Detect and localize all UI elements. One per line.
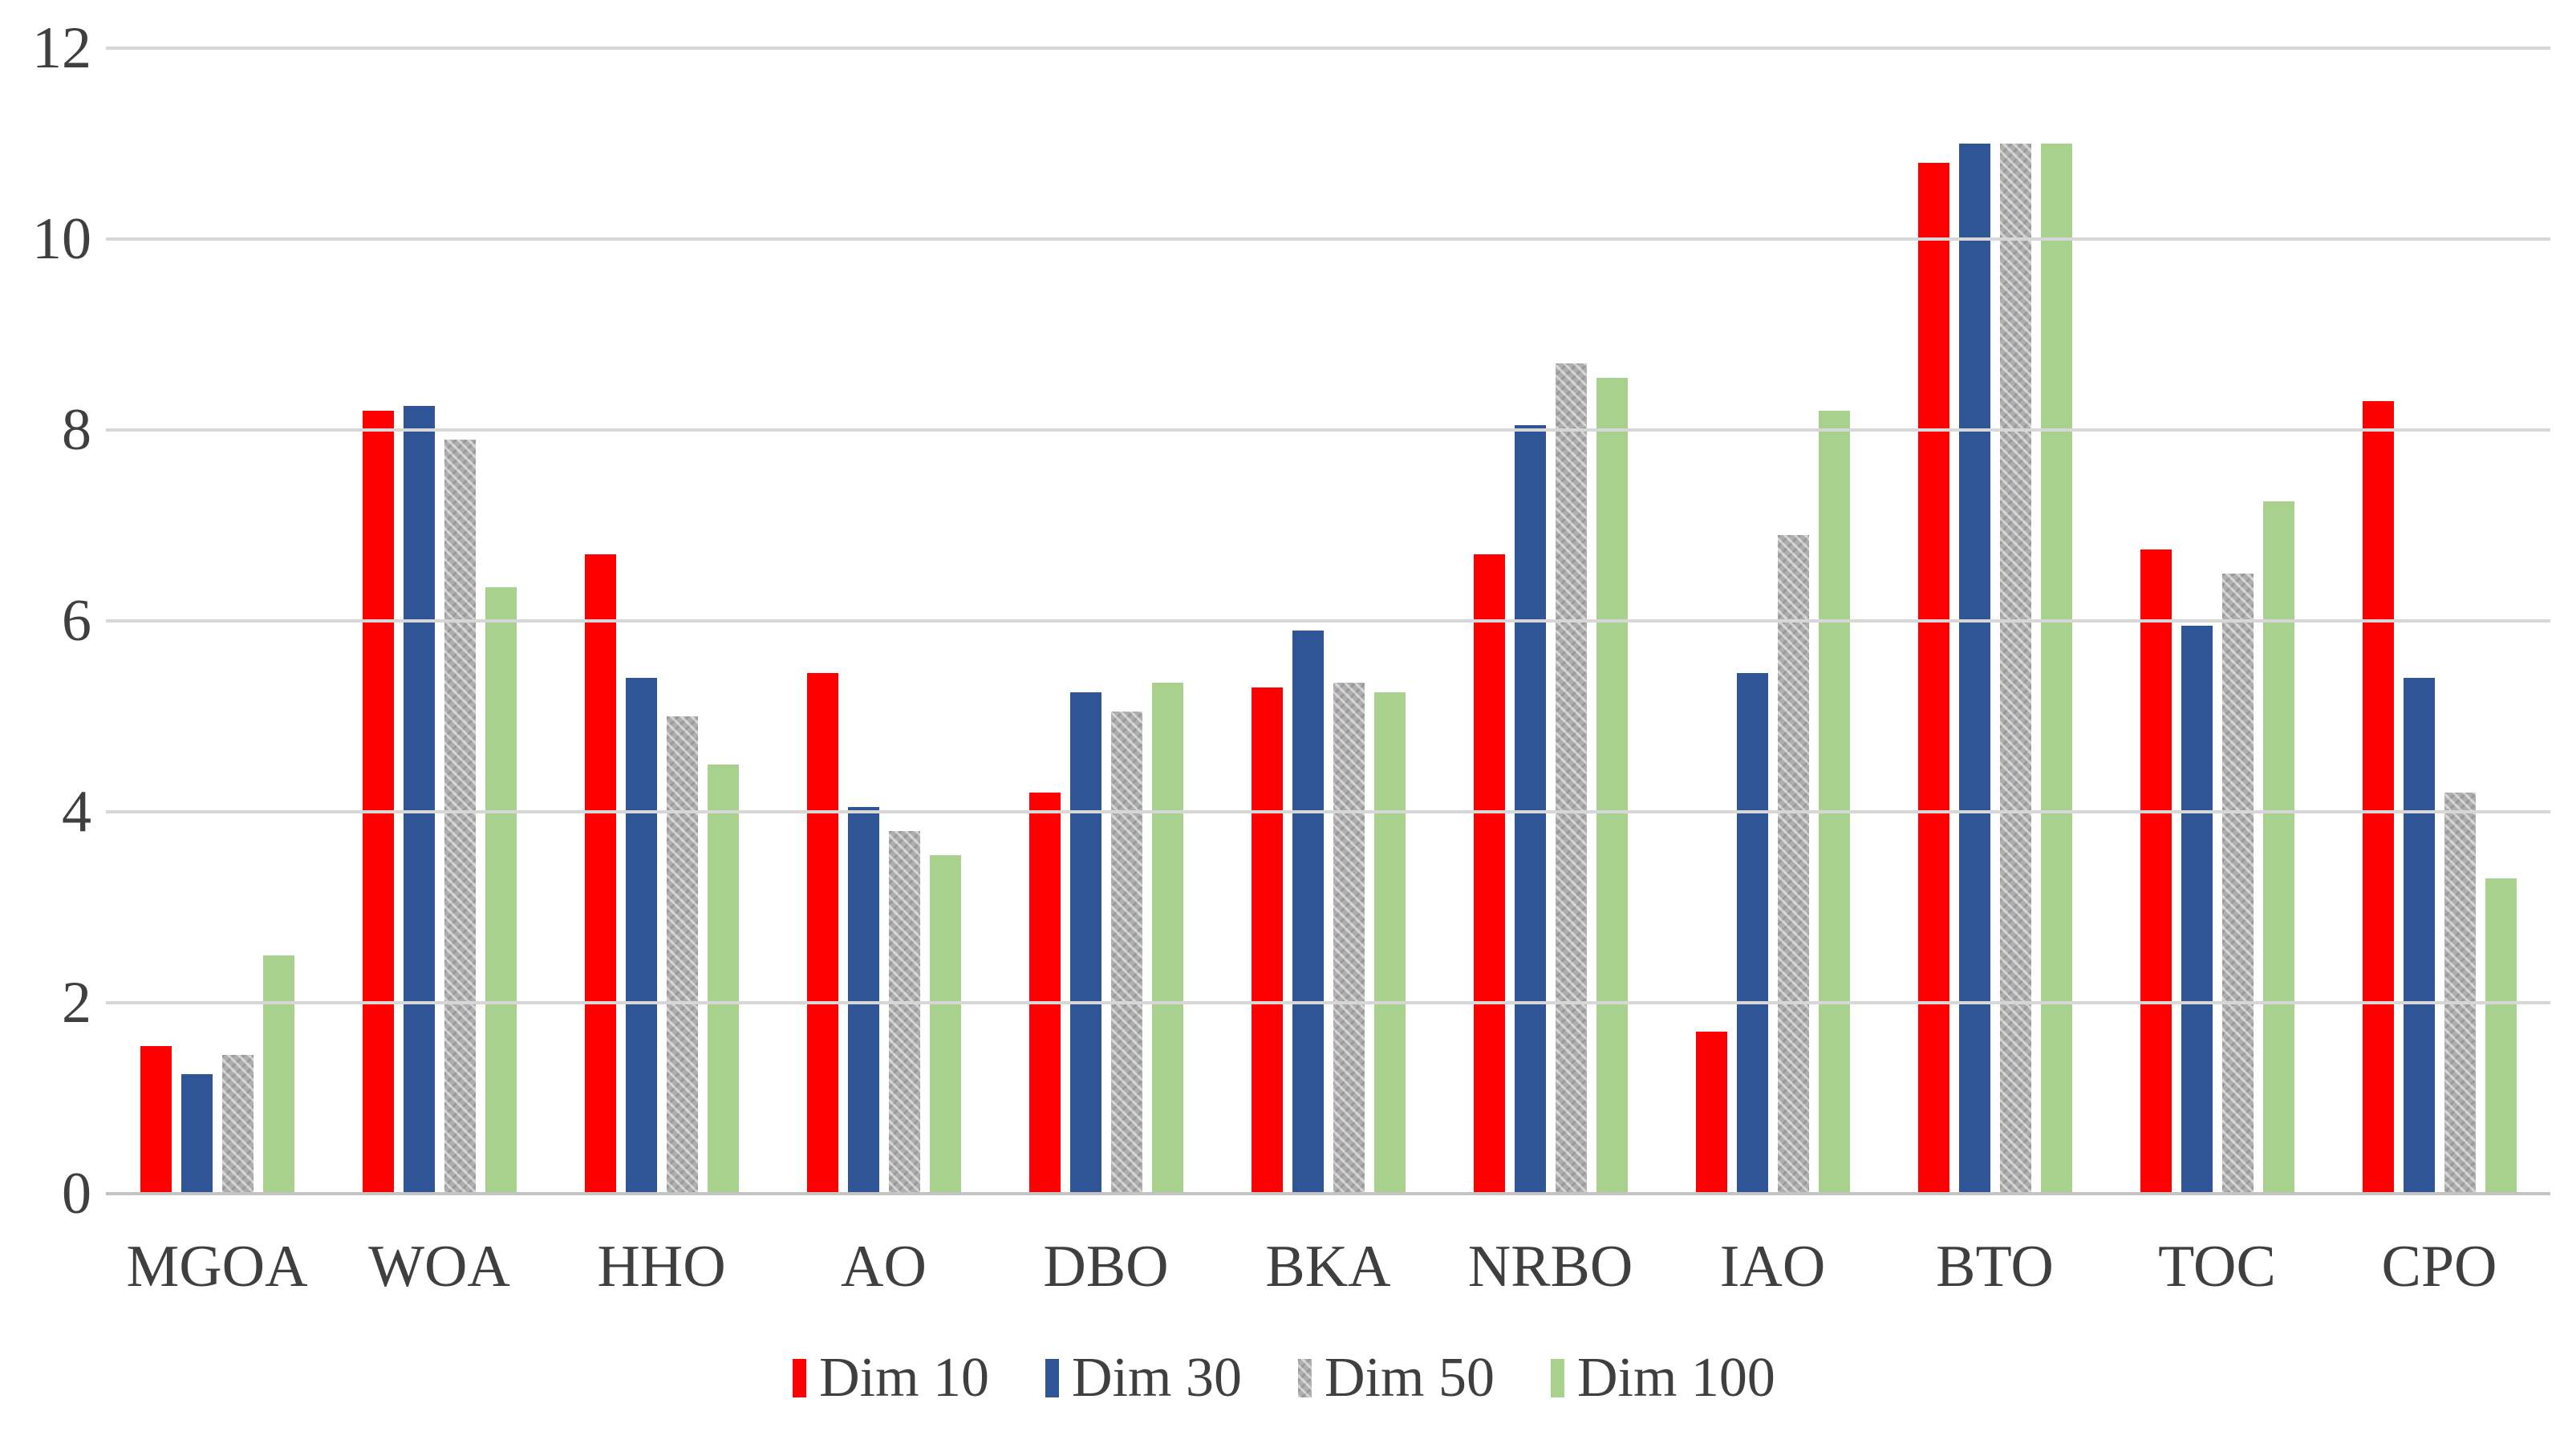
bar-group-woa [328,48,550,1194]
bar-mgoa-dim-50 [221,1055,254,1194]
y-axis-tick-label: 0 [62,1161,91,1227]
x-axis-label-hho: HHO [597,1234,726,1300]
gridline [106,1001,2550,1004]
bar-mgoa-dim-30 [181,1074,213,1194]
x-axis-label-ao: AO [841,1234,927,1300]
bar-group-mgoa [106,48,328,1194]
y-axis-tick-label: 4 [62,779,91,845]
bar-ao-dim-100 [929,854,961,1194]
x-axis-label-bka: BKA [1265,1234,1391,1300]
bar-iao-dim-50 [1777,534,1809,1194]
legend-swatch-icon [1550,1359,1564,1397]
x-axis-line [106,1192,2550,1195]
gridline [106,47,2550,50]
legend-label: Dim 100 [1576,1347,1775,1409]
bar-nrbo-dim-100 [1596,377,1628,1194]
legend-label: Dim 50 [1325,1347,1495,1409]
bar-group-bto [1884,48,2106,1194]
y-axis-tick-label: 12 [32,15,91,81]
gridline [106,428,2550,432]
x-axis-label-bto: BTO [1936,1234,2054,1300]
gridline [106,619,2550,623]
bar-hho-dim-100 [707,764,739,1194]
bar-dbo-dim-10 [1028,793,1061,1194]
bar-woa-dim-30 [403,406,435,1194]
bar-bto-dim-30 [1958,144,1990,1194]
bar-toc-dim-30 [2181,625,2213,1194]
legend-swatch-icon [793,1359,807,1397]
bar-iao-dim-100 [1818,411,1850,1194]
bar-ao-dim-30 [847,807,879,1194]
gridline [106,810,2550,813]
bar-cpo-dim-50 [2444,793,2476,1194]
bar-nrbo-dim-10 [1473,554,1505,1194]
bar-group-nrbo [1439,48,1661,1194]
bar-cpo-dim-30 [2403,678,2435,1194]
y-axis-tick-label: 8 [62,397,91,463]
bar-bto-dim-100 [2040,144,2072,1194]
bar-group-cpo [2328,48,2550,1194]
x-axis-label-mgoa: MGOA [126,1234,308,1300]
legend-item-dim-100: Dim 100 [1550,1347,1775,1409]
bar-cpo-dim-10 [2362,401,2394,1194]
x-axis-label-woa: WOA [368,1234,510,1300]
bar-iao-dim-30 [1736,673,1768,1194]
bar-woa-dim-100 [485,587,517,1194]
legend-label: Dim 30 [1072,1347,1242,1409]
x-axis-label-nrbo: NRBO [1467,1234,1633,1300]
bar-hho-dim-30 [625,678,657,1194]
bar-dbo-dim-100 [1151,683,1183,1194]
legend-label: Dim 10 [819,1347,990,1409]
bar-mgoa-dim-100 [262,955,294,1194]
y-axis-tick-label: 10 [32,206,91,272]
bar-bka-dim-30 [1292,630,1324,1194]
gridline [106,237,2550,241]
x-axis-label-toc: TOC [2158,1234,2276,1300]
bar-group-hho [550,48,773,1194]
bar-bto-dim-10 [1917,162,1949,1194]
bar-bka-dim-100 [1373,692,1406,1194]
bar-ao-dim-50 [888,830,920,1194]
legend: Dim 10 Dim 30 Dim 50 Dim 100 [0,1330,2568,1426]
bar-iao-dim-10 [1695,1031,1727,1194]
bar-cpo-dim-100 [2485,878,2517,1194]
bar-dbo-dim-30 [1069,692,1101,1194]
x-axis-label-cpo: CPO [2381,1234,2497,1300]
plot-area [106,47,2550,1195]
bar-ao-dim-10 [806,673,838,1194]
bar-dbo-dim-50 [1110,712,1142,1194]
bar-woa-dim-50 [444,439,476,1194]
bar-mgoa-dim-10 [140,1045,172,1194]
legend-item-dim-50: Dim 50 [1298,1350,1495,1406]
bar-nrbo-dim-50 [1555,363,1587,1194]
y-axis-tick-label: 6 [62,588,91,654]
bar-bka-dim-10 [1251,687,1283,1194]
bar-bka-dim-50 [1333,683,1365,1194]
bar-group-ao [773,48,995,1194]
x-axis-labels: MGOA WOA HHO AO DBO BKA NRBO IAO BTO TOC CPO [106,1223,2550,1311]
bar-group-bka [1217,48,1439,1194]
bar-hho-dim-10 [584,554,616,1194]
legend-swatch-icon [1298,1359,1312,1397]
bar-woa-dim-10 [362,411,394,1194]
bar-toc-dim-100 [2262,501,2294,1194]
bar-toc-dim-10 [2140,549,2172,1194]
y-axis-tick-label: 2 [62,970,91,1036]
x-axis-label-dbo: DBO [1043,1234,1169,1300]
bar-group-iao [1661,48,1884,1194]
bar-bto-dim-50 [1999,144,2031,1194]
bar-nrbo-dim-30 [1514,425,1546,1194]
bar-group-dbo [995,48,1217,1194]
legend-swatch-icon [1045,1359,1060,1397]
bar-groups-row [106,48,2550,1194]
legend-item-dim-30: Dim 30 [1045,1350,1242,1406]
legend-item-dim-10: Dim 10 [793,1350,989,1406]
x-axis-label-iao: IAO [1719,1234,1826,1300]
bar-group-toc [2106,48,2328,1194]
bar-toc-dim-50 [2221,573,2254,1194]
bar-hho-dim-50 [666,716,698,1194]
